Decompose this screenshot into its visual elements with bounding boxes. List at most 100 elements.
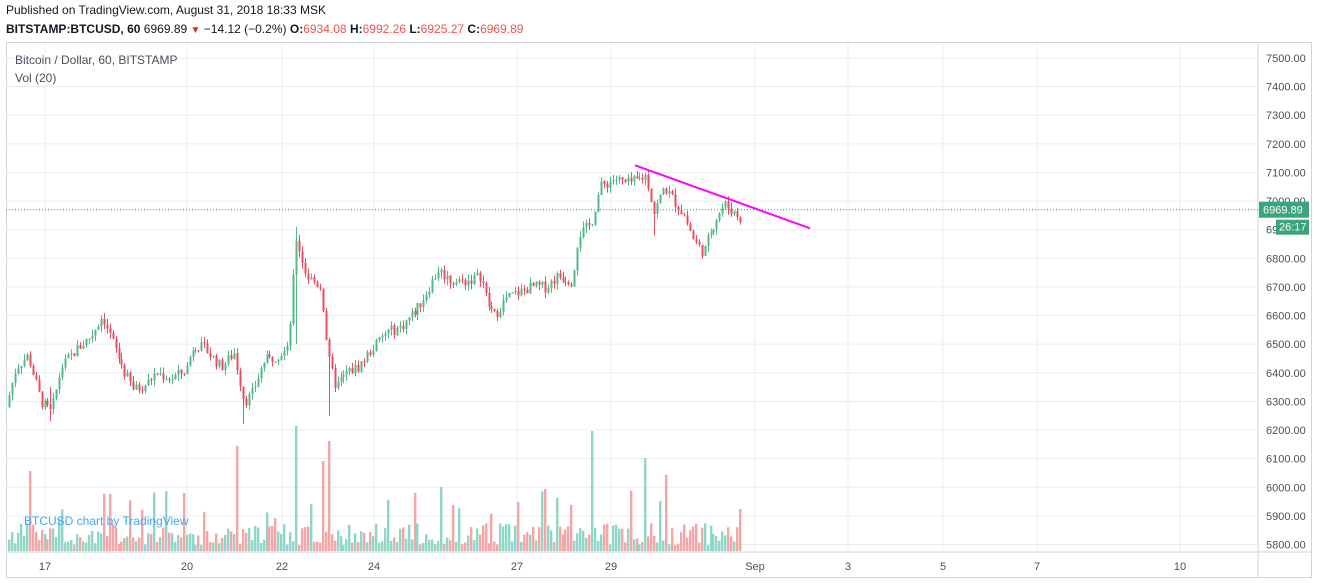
volume-bar (621, 528, 624, 551)
volume-bar (206, 531, 209, 551)
down-arrow-icon: ▼ (190, 25, 201, 36)
volume-bar (414, 492, 417, 551)
candle-body (348, 368, 351, 372)
candle-body (194, 350, 197, 352)
candle-body (76, 345, 79, 356)
volume-bar (505, 524, 508, 551)
candle-body (505, 297, 508, 301)
candle-body (633, 176, 636, 182)
volume-bar (402, 527, 405, 551)
candle-body (570, 284, 573, 287)
volume-bar (168, 532, 171, 551)
volume-bar (683, 524, 686, 551)
volume-bar (378, 542, 381, 551)
volume-bar (384, 528, 387, 551)
low-label: L: (409, 22, 421, 36)
volume-bar (408, 524, 411, 551)
y-tick-label: 6800.00 (1266, 253, 1306, 265)
volume-bar (692, 526, 695, 551)
candle-body (94, 329, 97, 336)
volume-bar (638, 544, 641, 551)
volume-bar (712, 533, 715, 551)
candle-body (493, 308, 496, 311)
volume-bar (44, 534, 47, 551)
candle-body (597, 195, 600, 212)
volume-bar (671, 528, 674, 551)
volume-bar (301, 528, 304, 551)
candle-body (227, 354, 230, 364)
candle-body (647, 175, 650, 189)
candle-body (573, 270, 576, 287)
candle-body (310, 277, 313, 280)
volume-bar (499, 523, 502, 551)
candle-body (712, 229, 715, 233)
volume-bar (473, 540, 476, 551)
candle-body (150, 379, 153, 381)
open-value: 6934.08 (303, 22, 347, 36)
volume-bar (115, 527, 118, 551)
volume-bar (724, 535, 727, 551)
countdown-badge (1276, 219, 1309, 235)
chart-frame[interactable] (6, 42, 1312, 578)
volume-bar (718, 540, 721, 551)
y-tick-label: 6500.00 (1266, 339, 1306, 351)
candle-body (14, 373, 17, 384)
volume-bar (274, 518, 277, 551)
candle-body (357, 364, 360, 372)
candle-body (11, 383, 14, 396)
x-tick-label: 10 (1174, 561, 1186, 573)
price-badge-label: 6969.89 (1263, 205, 1303, 217)
volume-bar (319, 542, 322, 551)
volume-bar (701, 527, 704, 551)
candle-body (559, 273, 562, 278)
candle-body (644, 175, 647, 180)
volume-bar (29, 471, 32, 551)
candle-body (523, 288, 526, 290)
candle-body (218, 359, 221, 367)
volume-bar (707, 544, 710, 551)
candle-body (8, 395, 11, 408)
volume-bar (295, 426, 298, 551)
candle-body (230, 354, 233, 359)
watermark: BTCUSD chart by TradingView (24, 514, 189, 528)
candle-body (165, 379, 168, 381)
candle-body (112, 332, 115, 339)
volume-bar (268, 526, 271, 551)
volume-bar (582, 530, 585, 551)
volume-bar (70, 539, 73, 551)
volume-bar (517, 502, 520, 551)
volume-bar (585, 537, 588, 551)
volume-bar (538, 527, 541, 551)
volume-bar (17, 532, 20, 551)
candle-body (159, 373, 162, 375)
volume-bar (331, 534, 334, 551)
trend-line[interactable] (634, 164, 811, 230)
volume-bar (227, 528, 230, 551)
candle-body (292, 274, 295, 324)
volume-bar (564, 529, 567, 551)
candle-body (603, 181, 606, 184)
volume-bar (316, 541, 319, 551)
y-tick-label: 6300.00 (1266, 396, 1306, 408)
candle-body (449, 275, 452, 284)
volume-bar (126, 536, 129, 551)
candle-body (630, 177, 633, 182)
candle-body (209, 353, 212, 357)
candle-body (171, 379, 174, 381)
candle-body (245, 399, 248, 406)
volume-bar (372, 536, 375, 551)
candle-body (266, 354, 269, 363)
volume-bar (493, 541, 496, 551)
candle-body (120, 359, 123, 365)
volume-bar (186, 534, 189, 551)
candle-body (502, 300, 505, 313)
volume-bar (562, 534, 565, 551)
volume-bar (553, 542, 556, 551)
volume-bar (263, 539, 266, 551)
volume-bar (61, 509, 64, 551)
candle-body (153, 373, 156, 381)
candle-body (242, 386, 245, 400)
y-tick-label: 5800.00 (1266, 540, 1306, 552)
candle-body (689, 223, 692, 231)
